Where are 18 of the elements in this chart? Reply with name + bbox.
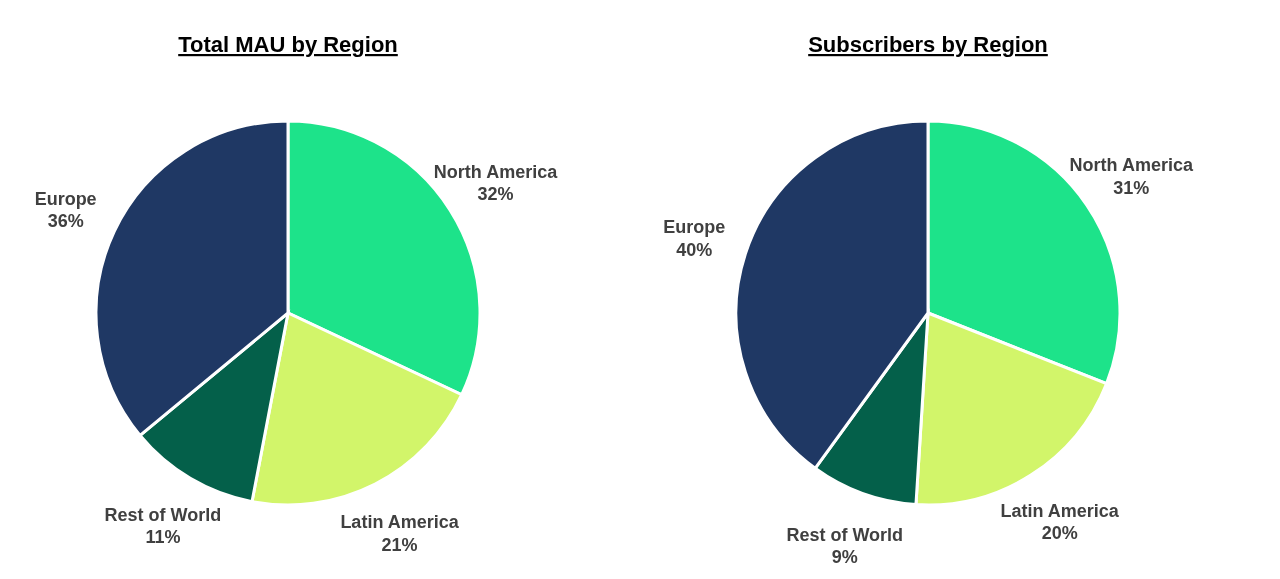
slice-label: Europe: [663, 217, 726, 238]
chart-title: Subscribers by Region: [808, 32, 1048, 57]
data-label: 11%: [145, 527, 181, 548]
data-label: 20%: [1041, 523, 1078, 544]
slice-label: Europe: [34, 188, 97, 209]
slice-label: North America: [433, 161, 559, 182]
slice-label: Rest of World: [786, 524, 904, 545]
data-label: 21%: [381, 534, 418, 555]
data-label: 9%: [831, 547, 858, 568]
data-label: 31%: [1113, 177, 1150, 198]
chart-title: Total MAU by Region: [178, 32, 398, 57]
slice-label: Rest of World: [104, 504, 222, 525]
data-label: 36%: [47, 211, 84, 232]
data-label: 40%: [676, 239, 713, 260]
slice-label: North America: [1069, 155, 1194, 176]
slice-label: Latin America: [1000, 500, 1120, 521]
slice-label: Latin America: [340, 512, 460, 533]
data-label: 32%: [477, 184, 514, 205]
